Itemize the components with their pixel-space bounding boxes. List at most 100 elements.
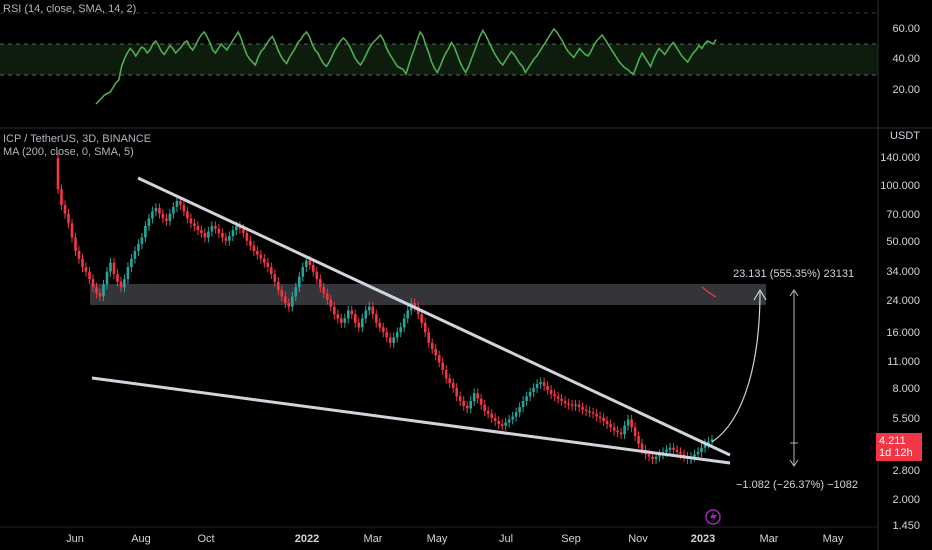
candle-body (91, 279, 95, 288)
candle-body (514, 412, 518, 417)
candle-body (130, 258, 133, 268)
candle-body (126, 267, 130, 280)
candle-body (70, 223, 74, 238)
candle-body (696, 452, 700, 455)
symbol-label[interactable]: ICP / TetherUS, 3D, BINANCE (3, 133, 152, 145)
candle-body (315, 271, 319, 280)
candle-body (312, 264, 315, 272)
projection-down-label: −1.082 (−26.37%) −1082 (736, 479, 859, 491)
price-level: 2.000 (892, 494, 920, 506)
resistance-zone[interactable] (90, 284, 766, 305)
candle-body (340, 318, 343, 323)
candle-body (263, 258, 266, 263)
measure-up-arrowhead (789, 289, 799, 297)
candle-body (336, 314, 340, 319)
projection-arrowhead (753, 288, 767, 301)
candle-body (305, 260, 308, 267)
candle-body (549, 389, 553, 395)
candle-body (364, 310, 368, 319)
time-label: Mar (759, 533, 779, 545)
candle-body (507, 419, 511, 423)
candle-body (63, 205, 67, 214)
candle-body (679, 452, 682, 455)
candle-body (347, 310, 350, 319)
candle-body (329, 299, 333, 307)
candle-body (399, 327, 402, 333)
candle-body (137, 244, 140, 251)
red-drawing[interactable] (701, 286, 717, 298)
candle-body (609, 424, 612, 428)
candle-body (647, 454, 651, 457)
candle-body (235, 226, 238, 231)
candle-body (109, 262, 112, 272)
candle-body (665, 449, 668, 452)
candle-body (612, 427, 616, 431)
ma-indicator-label[interactable]: MA (200, close, 0, SMA, 5) (3, 146, 134, 158)
candle-body (368, 306, 371, 311)
candle-body (158, 208, 161, 214)
time-label: Jun (66, 533, 84, 545)
candle-body (214, 226, 217, 229)
current-price-tag[interactable]: 4.211 1d 12h (876, 433, 922, 461)
candle-body (238, 226, 242, 229)
rsi-level-20: 20.00 (892, 84, 920, 96)
candle-body (553, 394, 556, 397)
candle-body (406, 310, 409, 319)
rsi-indicator-label[interactable]: RSI (14, close, SMA, 14, 2) (3, 3, 137, 15)
candle-body (591, 412, 595, 414)
candle-body (179, 200, 182, 205)
price-level: 11.000 (887, 356, 920, 368)
candle-body (231, 230, 235, 236)
time-label: 2023 (690, 533, 716, 545)
candle-body (497, 421, 500, 425)
candle-body (483, 404, 486, 411)
candle-body (154, 208, 158, 212)
lightning-icon[interactable] (705, 509, 721, 525)
candle-body (210, 226, 214, 232)
candle-body (521, 401, 525, 408)
candle-body (619, 432, 623, 435)
candle-body (479, 398, 483, 405)
candle-body (277, 281, 280, 291)
projection-curve[interactable] (711, 291, 761, 443)
candle-body (567, 403, 570, 405)
candle-body (577, 404, 581, 408)
candle-body (542, 382, 546, 386)
candle-body (626, 419, 630, 426)
time-label: May (426, 533, 448, 545)
candle-body (249, 240, 252, 246)
candle-body (668, 447, 672, 450)
time-label: Aug (131, 533, 151, 545)
candle-body (308, 260, 312, 265)
candle-body (378, 322, 382, 328)
candle-body (172, 207, 175, 214)
candle-body (504, 422, 507, 426)
candle-body (402, 318, 406, 328)
candle-body (88, 271, 91, 280)
candle-body (710, 439, 714, 442)
candle-body (623, 425, 626, 435)
candle-body (175, 200, 179, 207)
candle-body (284, 296, 287, 304)
candle-body (186, 211, 189, 219)
candle-body (252, 245, 256, 251)
upper-trendline[interactable] (137, 176, 731, 457)
candle-body (570, 404, 574, 406)
lower-trendline[interactable] (91, 376, 731, 465)
candle-body (95, 287, 98, 294)
candle-body (546, 385, 549, 390)
candle-body (242, 228, 245, 234)
candle-body (354, 314, 357, 323)
price-level: 2.800 (892, 465, 920, 477)
candle-body (448, 378, 451, 383)
candle-body (581, 407, 584, 410)
candle-body (123, 279, 126, 288)
candle-body (193, 223, 196, 226)
candle-body (294, 287, 298, 297)
candle-body (588, 411, 591, 413)
rsi-level-60: 60.00 (892, 23, 920, 35)
price-level: 5.500 (892, 413, 920, 425)
candle-body (133, 251, 137, 259)
candle-body (301, 267, 305, 277)
